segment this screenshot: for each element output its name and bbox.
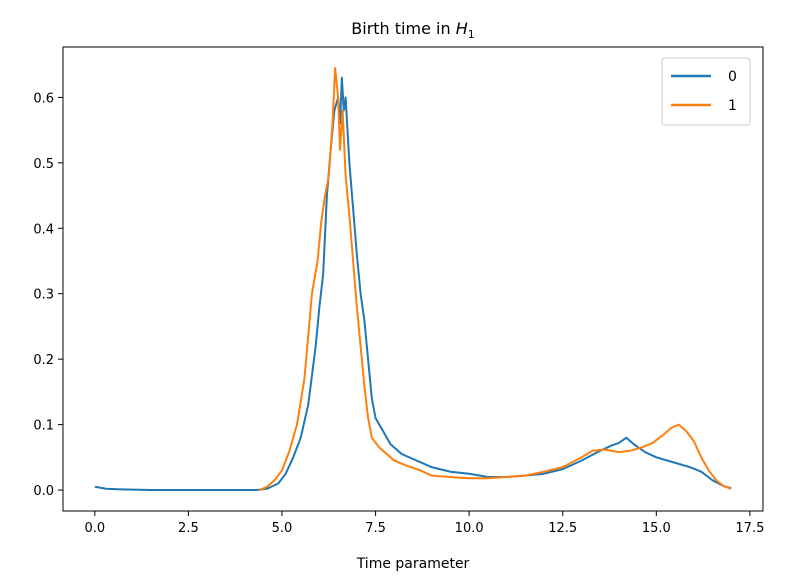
y-tick-label: 0.5 — [33, 157, 54, 172]
x-tick-label: 2.5 — [178, 521, 199, 536]
x-tick-label: 0.0 — [84, 521, 105, 536]
y-tick-label: 0.4 — [33, 222, 54, 237]
chart-title-prefix: Birth time in — [351, 19, 455, 38]
x-tick-label: 5.0 — [272, 521, 293, 536]
y-tick-label: 0.6 — [33, 91, 54, 106]
legend-label-0: 0 — [728, 69, 737, 85]
x-axis: 0.0 2.5 5.0 7.5 10.0 12.5 15.0 17.5 — [84, 511, 764, 536]
x-tick-label: 10.0 — [455, 521, 484, 536]
chart-title-symbol: H — [456, 19, 468, 38]
series-line-1 — [259, 66, 732, 491]
x-tick-label: 17.5 — [735, 521, 764, 536]
y-tick-label: 0.0 — [33, 484, 54, 499]
x-tick-label: 15.0 — [642, 521, 671, 536]
legend-label-1: 1 — [728, 98, 737, 114]
series-layer — [94, 66, 732, 492]
y-tick-label: 0.3 — [33, 288, 54, 303]
y-axis: 0.0 0.1 0.2 0.3 0.4 0.5 0.6 — [33, 91, 63, 499]
series-line-0 — [94, 76, 732, 492]
x-axis-label: Time parameter — [356, 556, 470, 572]
plot-frame — [62, 46, 764, 512]
x-tick-label: 7.5 — [365, 521, 386, 536]
x-tick-label: 12.5 — [548, 521, 577, 536]
legend: 01 — [661, 57, 751, 126]
y-tick-label: 0.1 — [33, 419, 54, 434]
chart-title: Birth time in H1 — [351, 19, 474, 41]
chart-title-subscript: 1 — [468, 28, 475, 41]
y-tick-label: 0.2 — [33, 353, 54, 368]
